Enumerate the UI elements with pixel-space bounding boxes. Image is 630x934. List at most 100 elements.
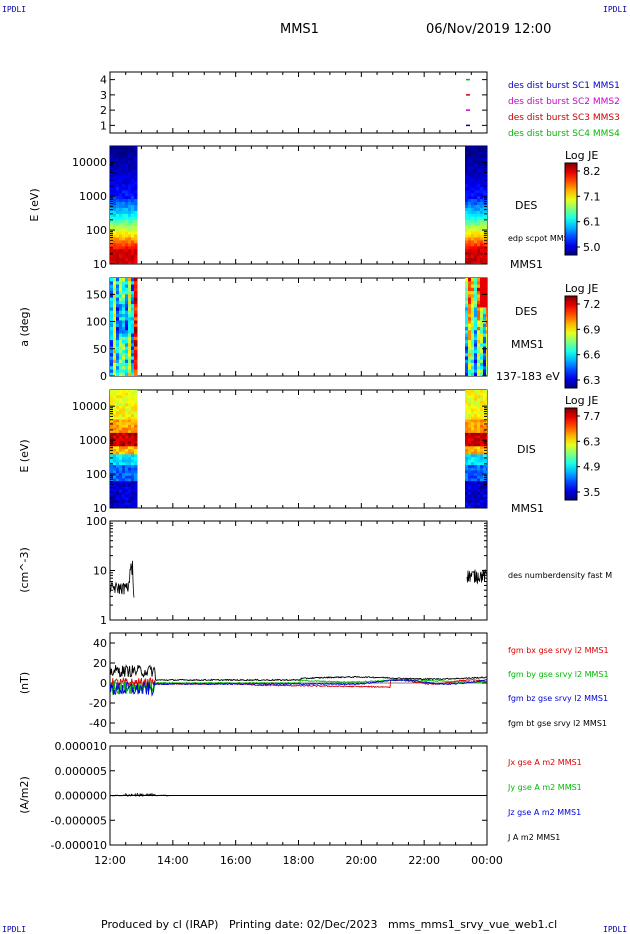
spectrogram-cell	[471, 462, 475, 466]
spectrogram-cell	[119, 505, 123, 508]
spectrogram-cell	[486, 395, 487, 399]
spectrogram-cell	[483, 343, 487, 348]
spectrogram-cell	[483, 300, 487, 305]
spectrogram-cell	[116, 202, 120, 206]
spectrogram-cell	[471, 240, 475, 244]
spectrogram-cell	[131, 462, 135, 466]
spectrogram-cell	[113, 169, 117, 174]
spectrogram-cell	[128, 222, 132, 227]
spectrogram-cell	[113, 478, 117, 482]
spectrogram-cell	[125, 489, 129, 493]
spectrogram-cell	[128, 228, 132, 233]
spectrogram-cell	[468, 475, 472, 479]
spectrogram-cell	[134, 258, 138, 262]
spectrogram-cell	[471, 205, 475, 209]
spectrogram-cell	[477, 190, 481, 194]
spectrogram-cell	[134, 435, 138, 439]
spectrogram-cell	[486, 432, 487, 437]
spectrogram-cell	[125, 205, 129, 209]
spectrogram-cell	[119, 398, 123, 402]
spectrogram-cell	[131, 406, 135, 410]
spectrogram-cell	[122, 246, 126, 250]
spectrogram-cell	[486, 457, 487, 461]
spectrogram-cell	[113, 255, 117, 259]
spectrogram-cell	[131, 369, 135, 374]
spectrogram-cell	[131, 320, 135, 325]
spectrogram-cell	[474, 333, 478, 338]
spectrogram-cell	[128, 346, 132, 351]
spectrogram-cell	[110, 499, 114, 504]
spectrogram-cell	[110, 435, 114, 439]
spectrogram-cell	[471, 390, 475, 394]
spectrogram-cell	[122, 406, 126, 410]
spectrogram-cell	[471, 327, 475, 331]
spectrogram-cell	[468, 243, 472, 247]
current-legend-1: Jy gse A m2 MMS1	[507, 783, 582, 792]
spectrogram-cell	[128, 178, 132, 182]
spectrogram-cell	[477, 184, 481, 188]
spectrogram-cell	[134, 398, 138, 402]
spectrogram-cell	[122, 494, 126, 498]
spectrogram-cell	[131, 196, 135, 200]
spectrogram-cell	[477, 205, 481, 209]
spectrogram-cell	[125, 255, 129, 259]
spectrogram-cell	[134, 430, 138, 434]
spectrogram-cell	[128, 317, 132, 321]
spectrogram-cell	[131, 502, 135, 506]
spectrogram-cell	[131, 207, 135, 212]
spectrogram-cell	[465, 327, 469, 331]
spectrogram-cell	[131, 443, 135, 447]
spectrogram-cell	[131, 424, 135, 429]
spectrogram-cell	[116, 372, 120, 376]
spectrogram-cell	[131, 408, 135, 412]
spectrogram-cell	[128, 440, 132, 445]
spectrogram-cell	[468, 340, 472, 344]
spectrogram-cell	[122, 356, 126, 361]
spectrogram-cell	[116, 398, 120, 402]
spectrogram-cell	[128, 430, 132, 434]
spectrogram-cell	[110, 166, 114, 171]
spectrogram-cell	[465, 207, 469, 212]
spectrogram-cell	[113, 166, 117, 171]
spectrogram-cell	[465, 281, 469, 286]
spectrogram-cell	[128, 451, 132, 455]
spectrogram-cell	[471, 249, 475, 253]
spectrogram-cell	[131, 313, 135, 318]
spectrogram-cell	[483, 430, 487, 434]
spectrogram-cell	[110, 369, 114, 374]
spectrogram-cell	[480, 166, 484, 171]
spectrogram-cell	[122, 225, 126, 230]
spectrogram-cell	[471, 225, 475, 230]
spectrogram-cell	[116, 175, 120, 179]
spectrogram-cell	[480, 467, 484, 471]
spectrogram-cell	[474, 491, 478, 496]
spectrogram-cell	[483, 494, 487, 498]
spectrogram-cell	[131, 422, 135, 426]
spectrogram-cell	[113, 372, 117, 376]
spectrogram-cell	[468, 432, 472, 437]
spectrogram-cell	[125, 438, 129, 442]
spectrogram-cell	[116, 443, 120, 447]
spectrogram-cell	[483, 327, 487, 331]
spectrogram-cell	[116, 446, 120, 450]
spectrogram-cell	[119, 175, 123, 179]
spectrogram-cell	[468, 478, 472, 482]
spectrogram-cell	[465, 222, 469, 227]
colorbar-title: Log JE	[565, 149, 598, 162]
spectrogram-cell	[119, 327, 123, 331]
spectrogram-cell	[483, 313, 487, 318]
spectrogram-cell	[468, 435, 472, 439]
spectrogram-cell	[128, 261, 132, 264]
spectrogram-cell	[480, 234, 484, 238]
spectrogram-cell	[480, 190, 484, 194]
spectrogram-cell	[474, 356, 478, 361]
spectrogram-cell	[465, 148, 469, 153]
spectrogram-cell	[113, 457, 117, 461]
spectrogram-cell	[474, 297, 478, 302]
spectrogram-cell	[471, 430, 475, 434]
spectrogram-cell	[471, 278, 475, 282]
spectrogram-cell	[486, 222, 487, 227]
spectrogram-cell	[471, 246, 475, 250]
spectrogram-cell	[125, 353, 129, 357]
